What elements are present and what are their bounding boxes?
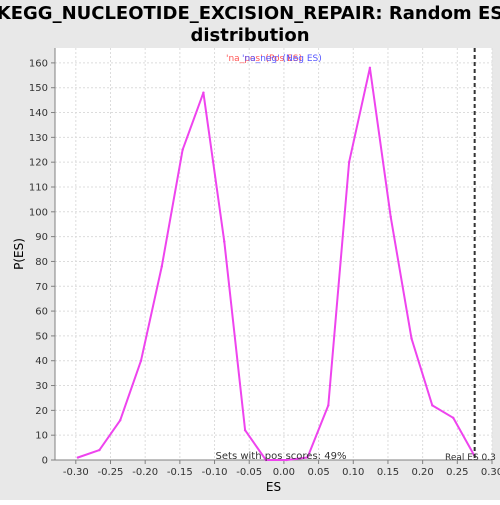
legend-entry-neg: 'na_neg' (Neg ES) — [242, 54, 322, 64]
y-tick-label: 20 — [35, 406, 48, 417]
data-point — [223, 240, 225, 242]
pos-scores-note: Sets with pos scores: 49% — [216, 451, 347, 462]
data-point — [348, 161, 350, 163]
data-point — [410, 337, 412, 339]
chart-title-line-2: distribution — [190, 25, 309, 46]
y-tick-label: 90 — [35, 232, 48, 243]
x-tick-label: 0.15 — [377, 467, 399, 478]
y-tick-label: 140 — [29, 108, 48, 119]
x-tick-label: -0.05 — [236, 467, 262, 478]
data-point — [77, 456, 79, 458]
x-tick-label: -0.30 — [63, 467, 89, 478]
y-tick-label: 120 — [29, 158, 48, 169]
x-tick-label: 0.10 — [342, 467, 364, 478]
data-point — [390, 216, 392, 218]
y-tick-label: 110 — [29, 182, 48, 193]
y-tick-label: 70 — [35, 282, 48, 293]
y-tick-label: 10 — [35, 431, 48, 442]
data-point — [119, 419, 121, 421]
x-tick-label: 0.20 — [412, 467, 434, 478]
y-axis-label: P(ES) — [12, 238, 26, 270]
data-point — [140, 360, 142, 362]
y-tick-label: 100 — [29, 207, 48, 218]
x-tick-label: -0.10 — [202, 467, 228, 478]
y-tick-label: 0 — [42, 456, 48, 467]
y-tick-label: 30 — [35, 381, 48, 392]
data-point — [431, 404, 433, 406]
data-point — [181, 149, 183, 151]
x-tick-label: 0.05 — [307, 467, 329, 478]
y-tick-label: 40 — [35, 356, 48, 367]
data-point — [202, 91, 204, 93]
x-tick-label: 0.25 — [446, 467, 468, 478]
data-point — [244, 429, 246, 431]
y-tick-label: 50 — [35, 331, 48, 342]
x-tick-label: 0.00 — [273, 467, 295, 478]
data-point — [161, 265, 163, 267]
x-axis-label: ES — [266, 480, 281, 494]
y-tick-label: 80 — [35, 257, 48, 268]
data-point — [327, 404, 329, 406]
chart-title: KEGG_NUCLEOTIDE_EXCISION_REPAIR: Random … — [0, 3, 500, 24]
x-tick-label: -0.15 — [167, 467, 193, 478]
y-tick-label: 130 — [29, 133, 48, 144]
data-point — [369, 67, 371, 69]
y-tick-label: 60 — [35, 307, 48, 318]
y-tick-label: 160 — [29, 58, 48, 69]
data-point — [452, 417, 454, 419]
x-tick-label: -0.25 — [98, 467, 124, 478]
real-es-label: Real ES 0.3 — [445, 453, 496, 463]
x-tick-label: -0.20 — [132, 467, 158, 478]
y-tick-label: 150 — [29, 83, 48, 94]
data-point — [98, 449, 100, 451]
x-tick-label: 0.30 — [481, 467, 500, 478]
plot-area — [55, 48, 492, 460]
